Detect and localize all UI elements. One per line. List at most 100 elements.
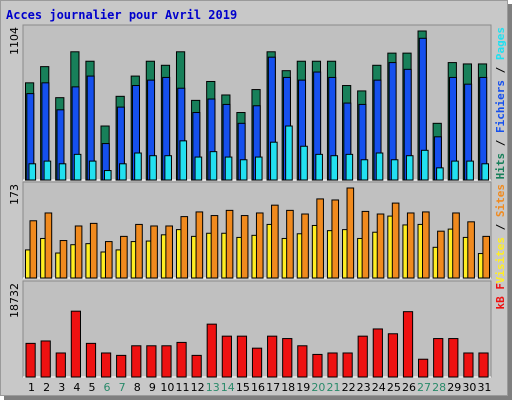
pages-bar: [28, 163, 37, 181]
legend-entry: Hits: [494, 153, 507, 180]
kbytes-bar: [116, 354, 127, 378]
x-tick-label: 2: [43, 381, 50, 394]
kbytes-bar: [342, 352, 353, 378]
kbytes-bar: [478, 352, 489, 378]
x-tick-label: 10: [160, 381, 174, 394]
x-tick-label: 8: [134, 381, 141, 394]
kbytes-bar: [402, 311, 414, 378]
kbytes-bar: [25, 342, 36, 378]
legend-separator: /: [494, 60, 507, 80]
kbytes-bar: [131, 345, 142, 378]
kbytes-bar: [282, 338, 293, 378]
x-tick-label: 11: [176, 381, 190, 394]
kbytes-bar: [146, 345, 157, 378]
sites-bar: [452, 212, 460, 279]
x-tick-label: 15: [236, 381, 250, 394]
kbytes-bar: [463, 352, 474, 378]
pages-bar: [194, 156, 203, 181]
pages-bar: [315, 153, 323, 181]
x-tick-label: 1: [28, 381, 35, 394]
x-tick-label: 22: [342, 381, 356, 394]
legend-entry: Sites: [494, 184, 507, 217]
sites-bar: [120, 235, 128, 279]
x-tick-label: 23: [357, 381, 371, 394]
sites-bar: [361, 210, 370, 279]
kbytes-bar: [387, 333, 399, 378]
x-tick-label: 9: [149, 381, 156, 394]
sites-bar: [301, 213, 309, 279]
pages-bar: [179, 140, 188, 181]
x-tick-label: 20: [311, 381, 325, 394]
pages-bar: [239, 159, 248, 181]
pages-bar: [103, 170, 112, 181]
kbytes-bar: [418, 358, 429, 378]
pages-bar: [149, 155, 157, 181]
kbytes-bar: [327, 352, 338, 378]
ymax-label-3: 18732: [8, 283, 21, 318]
pages-bar: [88, 160, 97, 181]
kbytes-bar: [85, 342, 97, 378]
sites-bar: [376, 213, 385, 279]
sites-bar: [437, 230, 445, 279]
pages-bar: [73, 153, 82, 181]
legend-visits-sites: Visites / Sites: [494, 184, 507, 283]
legend-kbytes: kB F: [494, 283, 507, 310]
sites-bar: [482, 235, 490, 279]
sites-bar: [346, 187, 355, 279]
x-tick-label: 4: [73, 381, 80, 394]
sites-bar: [59, 240, 68, 279]
kbytes-bar: [448, 338, 459, 378]
x-tick-label: 14: [221, 381, 235, 394]
kbytes-bar: [267, 335, 278, 378]
x-tick-label: 30: [462, 381, 476, 394]
pages-bar: [270, 141, 278, 181]
x-tick-label: 24: [372, 381, 386, 394]
pages-bar: [481, 163, 489, 181]
kbytes-bar: [221, 335, 232, 378]
legend-separator: /: [494, 217, 507, 237]
sites-bar: [150, 225, 158, 279]
sites-bar: [165, 225, 173, 279]
x-tick-label: 28: [432, 381, 446, 394]
sites-bar: [89, 222, 98, 279]
kbytes-bar: [176, 341, 187, 378]
pages-bar: [58, 163, 67, 181]
pages-bar: [254, 156, 263, 181]
x-tick-label: 5: [88, 381, 95, 394]
sites-bar: [74, 225, 83, 279]
x-tick-label: 19: [296, 381, 310, 394]
kbytes-bar: [55, 352, 66, 378]
x-tick-label: 31: [477, 381, 491, 394]
legend-entry: Visites: [494, 237, 507, 283]
kbytes-bar: [206, 323, 217, 378]
pages-bar: [43, 160, 52, 181]
pages-bar: [209, 151, 218, 181]
kbytes-bar: [70, 310, 81, 378]
sites-bar: [44, 212, 53, 279]
pages-bar: [375, 152, 384, 181]
sites-bar: [406, 212, 415, 279]
kbytes-bar: [100, 352, 112, 378]
sites-bar: [225, 209, 234, 279]
sites-bar: [180, 216, 189, 279]
legend-separator: /: [494, 133, 507, 153]
pages-bar: [360, 159, 369, 181]
sites-bar: [391, 202, 400, 279]
kbytes-bar: [297, 345, 308, 378]
sites-bar: [210, 215, 219, 279]
sites-bar: [422, 211, 430, 279]
legend-entry: Fichiers: [494, 80, 507, 133]
sites-bar: [467, 221, 475, 279]
x-tick-label: 12: [191, 381, 205, 394]
sites-bar: [286, 209, 294, 279]
x-tick-label: 17: [266, 381, 280, 394]
kbytes-bar: [251, 347, 263, 378]
pages-bar: [300, 145, 308, 181]
x-tick-label: 21: [326, 381, 340, 394]
kbytes-bar: [433, 338, 444, 378]
pages-bar: [451, 160, 459, 181]
pages-bar: [285, 125, 293, 181]
legend-entry: kB F: [494, 283, 507, 310]
x-tick-label: 18: [281, 381, 295, 394]
